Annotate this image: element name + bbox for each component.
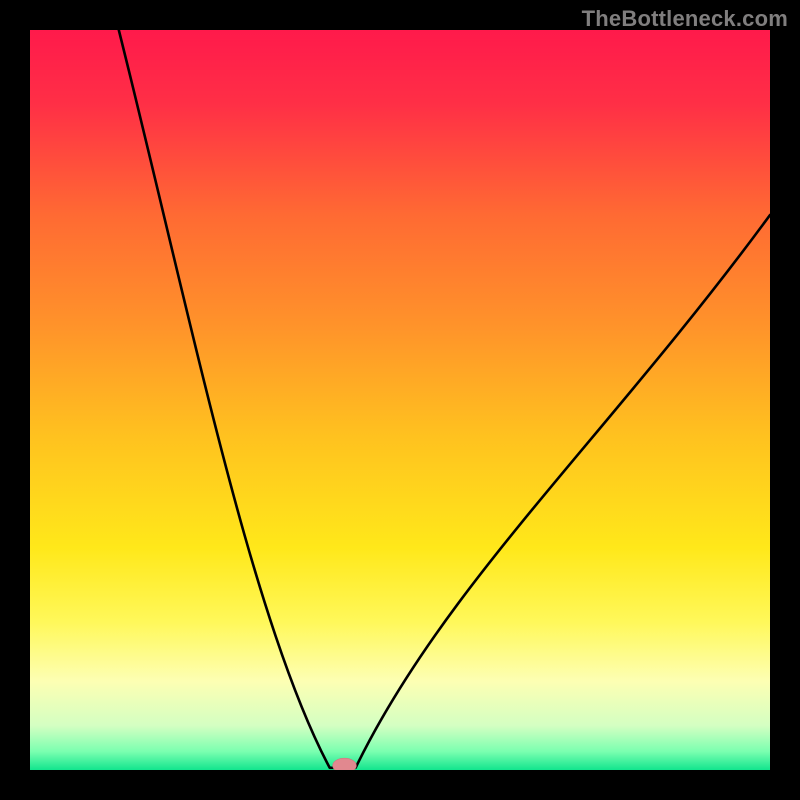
watermark-text: TheBottleneck.com	[582, 6, 788, 32]
gradient-background	[30, 30, 770, 770]
chart-frame: TheBottleneck.com	[0, 0, 800, 800]
plot-area	[30, 30, 770, 770]
plot-svg	[30, 30, 770, 770]
optimal-point-marker	[333, 758, 357, 770]
